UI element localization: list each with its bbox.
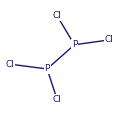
Text: Cl: Cl — [53, 95, 62, 104]
Text: Cl: Cl — [105, 35, 114, 44]
Text: Cl: Cl — [5, 60, 14, 69]
Text: Cl: Cl — [53, 11, 62, 20]
Text: P: P — [44, 64, 50, 73]
Text: P: P — [72, 40, 77, 49]
